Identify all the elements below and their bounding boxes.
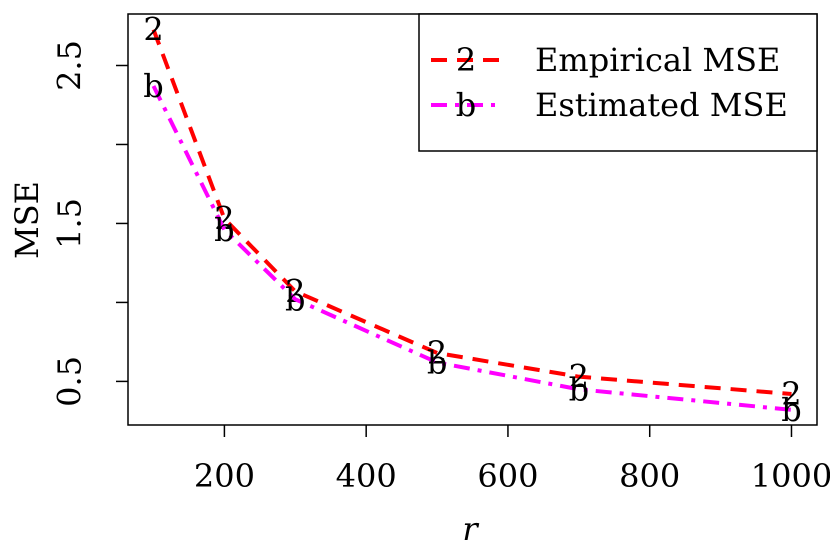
y-axis-label: MSE <box>8 181 46 259</box>
point-marker: 2 <box>427 334 447 372</box>
point-marker: b <box>427 343 447 381</box>
legend-label: Estimated MSE <box>535 86 788 124</box>
x-tick-label: 200 <box>194 457 255 495</box>
point-marker: b <box>214 211 234 249</box>
point-marker: 2 <box>781 375 801 413</box>
x-tick-label: 600 <box>477 457 538 495</box>
legend-marker: b <box>456 86 476 124</box>
point-marker: b <box>285 280 305 318</box>
y-tick-label: 0.5 <box>51 356 89 407</box>
point-marker: b <box>143 67 163 105</box>
y-tick-label: 1.5 <box>51 198 89 249</box>
point-marker: 2 <box>143 11 163 49</box>
x-axis-label: r <box>462 510 479 548</box>
point-marker: b <box>781 391 801 429</box>
point-marker: 2 <box>214 200 234 238</box>
legend-box <box>418 13 818 152</box>
legend-label: Empirical MSE <box>535 41 780 79</box>
series-line <box>151 85 792 412</box>
x-tick-label: 800 <box>619 457 680 495</box>
y-tick-label: 2.5 <box>51 40 89 91</box>
point-marker: 2 <box>569 358 589 396</box>
x-tick-label: 1000 <box>751 457 830 495</box>
x-tick-label: 400 <box>336 457 397 495</box>
point-marker: b <box>569 370 589 408</box>
legend-marker: 2 <box>456 41 476 79</box>
series-line <box>151 28 792 397</box>
